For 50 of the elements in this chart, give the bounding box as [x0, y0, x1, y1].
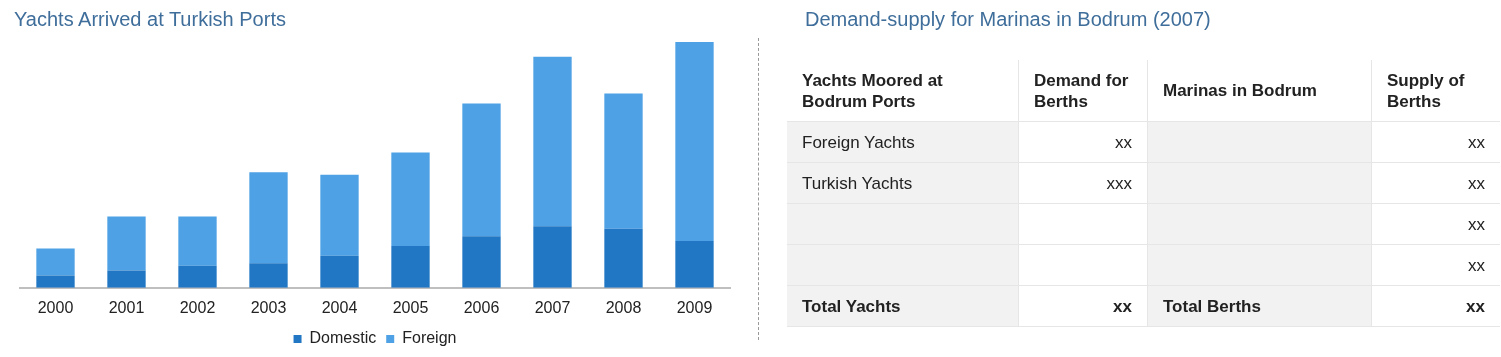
text: xx	[1468, 172, 1485, 194]
bar	[675, 241, 714, 288]
bar	[320, 255, 359, 288]
text: xx	[1113, 295, 1132, 317]
x-tick-label: 2003	[250, 298, 287, 316]
bar	[604, 228, 643, 288]
text: Foreign Yachts	[802, 131, 915, 153]
x-tick-label: 2001	[108, 298, 145, 316]
bar	[675, 42, 714, 242]
text: xx	[1466, 295, 1485, 317]
bar	[178, 216, 217, 266]
text: Yachts Moored at Bodrum Ports	[802, 69, 944, 112]
legend-label: Domestic	[309, 329, 377, 347]
bar	[391, 152, 430, 247]
text: Total Yachts	[802, 295, 901, 317]
bar	[249, 263, 288, 288]
text: xx	[1468, 131, 1485, 153]
bar	[320, 174, 359, 256]
text: Demand-supply for Marinas in Bodrum (2007)	[805, 8, 1211, 31]
x-tick-label: 2006	[463, 298, 500, 316]
x-tick-label: 2004	[321, 298, 358, 316]
x-tick-label: 2005	[392, 298, 429, 316]
bar	[36, 248, 75, 276]
bar	[462, 103, 501, 237]
bar	[462, 236, 501, 288]
legend-label: Foreign	[402, 329, 457, 347]
text: xx	[1468, 254, 1485, 276]
x-tick-label: 2000	[37, 298, 74, 316]
bar	[107, 270, 146, 288]
bar	[391, 246, 430, 288]
x-tick-label: 2007	[534, 298, 571, 316]
chart-title: Yachts Arrived at Turkish Ports	[14, 8, 286, 31]
bar	[178, 265, 217, 288]
x-tick-label: 2002	[179, 298, 216, 316]
x-tick-label: 2008	[605, 298, 642, 316]
text: xx	[1115, 131, 1132, 153]
text: Turkish Yachts	[802, 172, 913, 194]
bar	[249, 172, 288, 264]
bar	[604, 93, 643, 229]
bar	[107, 216, 146, 271]
bar	[533, 226, 572, 288]
text: Supply of Berths	[1387, 69, 1466, 112]
text: Total Berths	[1163, 295, 1261, 317]
bar	[36, 275, 75, 288]
bar	[533, 56, 572, 227]
text: Demand for Berths	[1034, 69, 1130, 112]
text: Marinas in Bodrum	[1163, 80, 1317, 101]
text: xx	[1468, 213, 1485, 235]
x-tick-label: 2009	[676, 298, 713, 316]
text: xxx	[1106, 172, 1132, 194]
